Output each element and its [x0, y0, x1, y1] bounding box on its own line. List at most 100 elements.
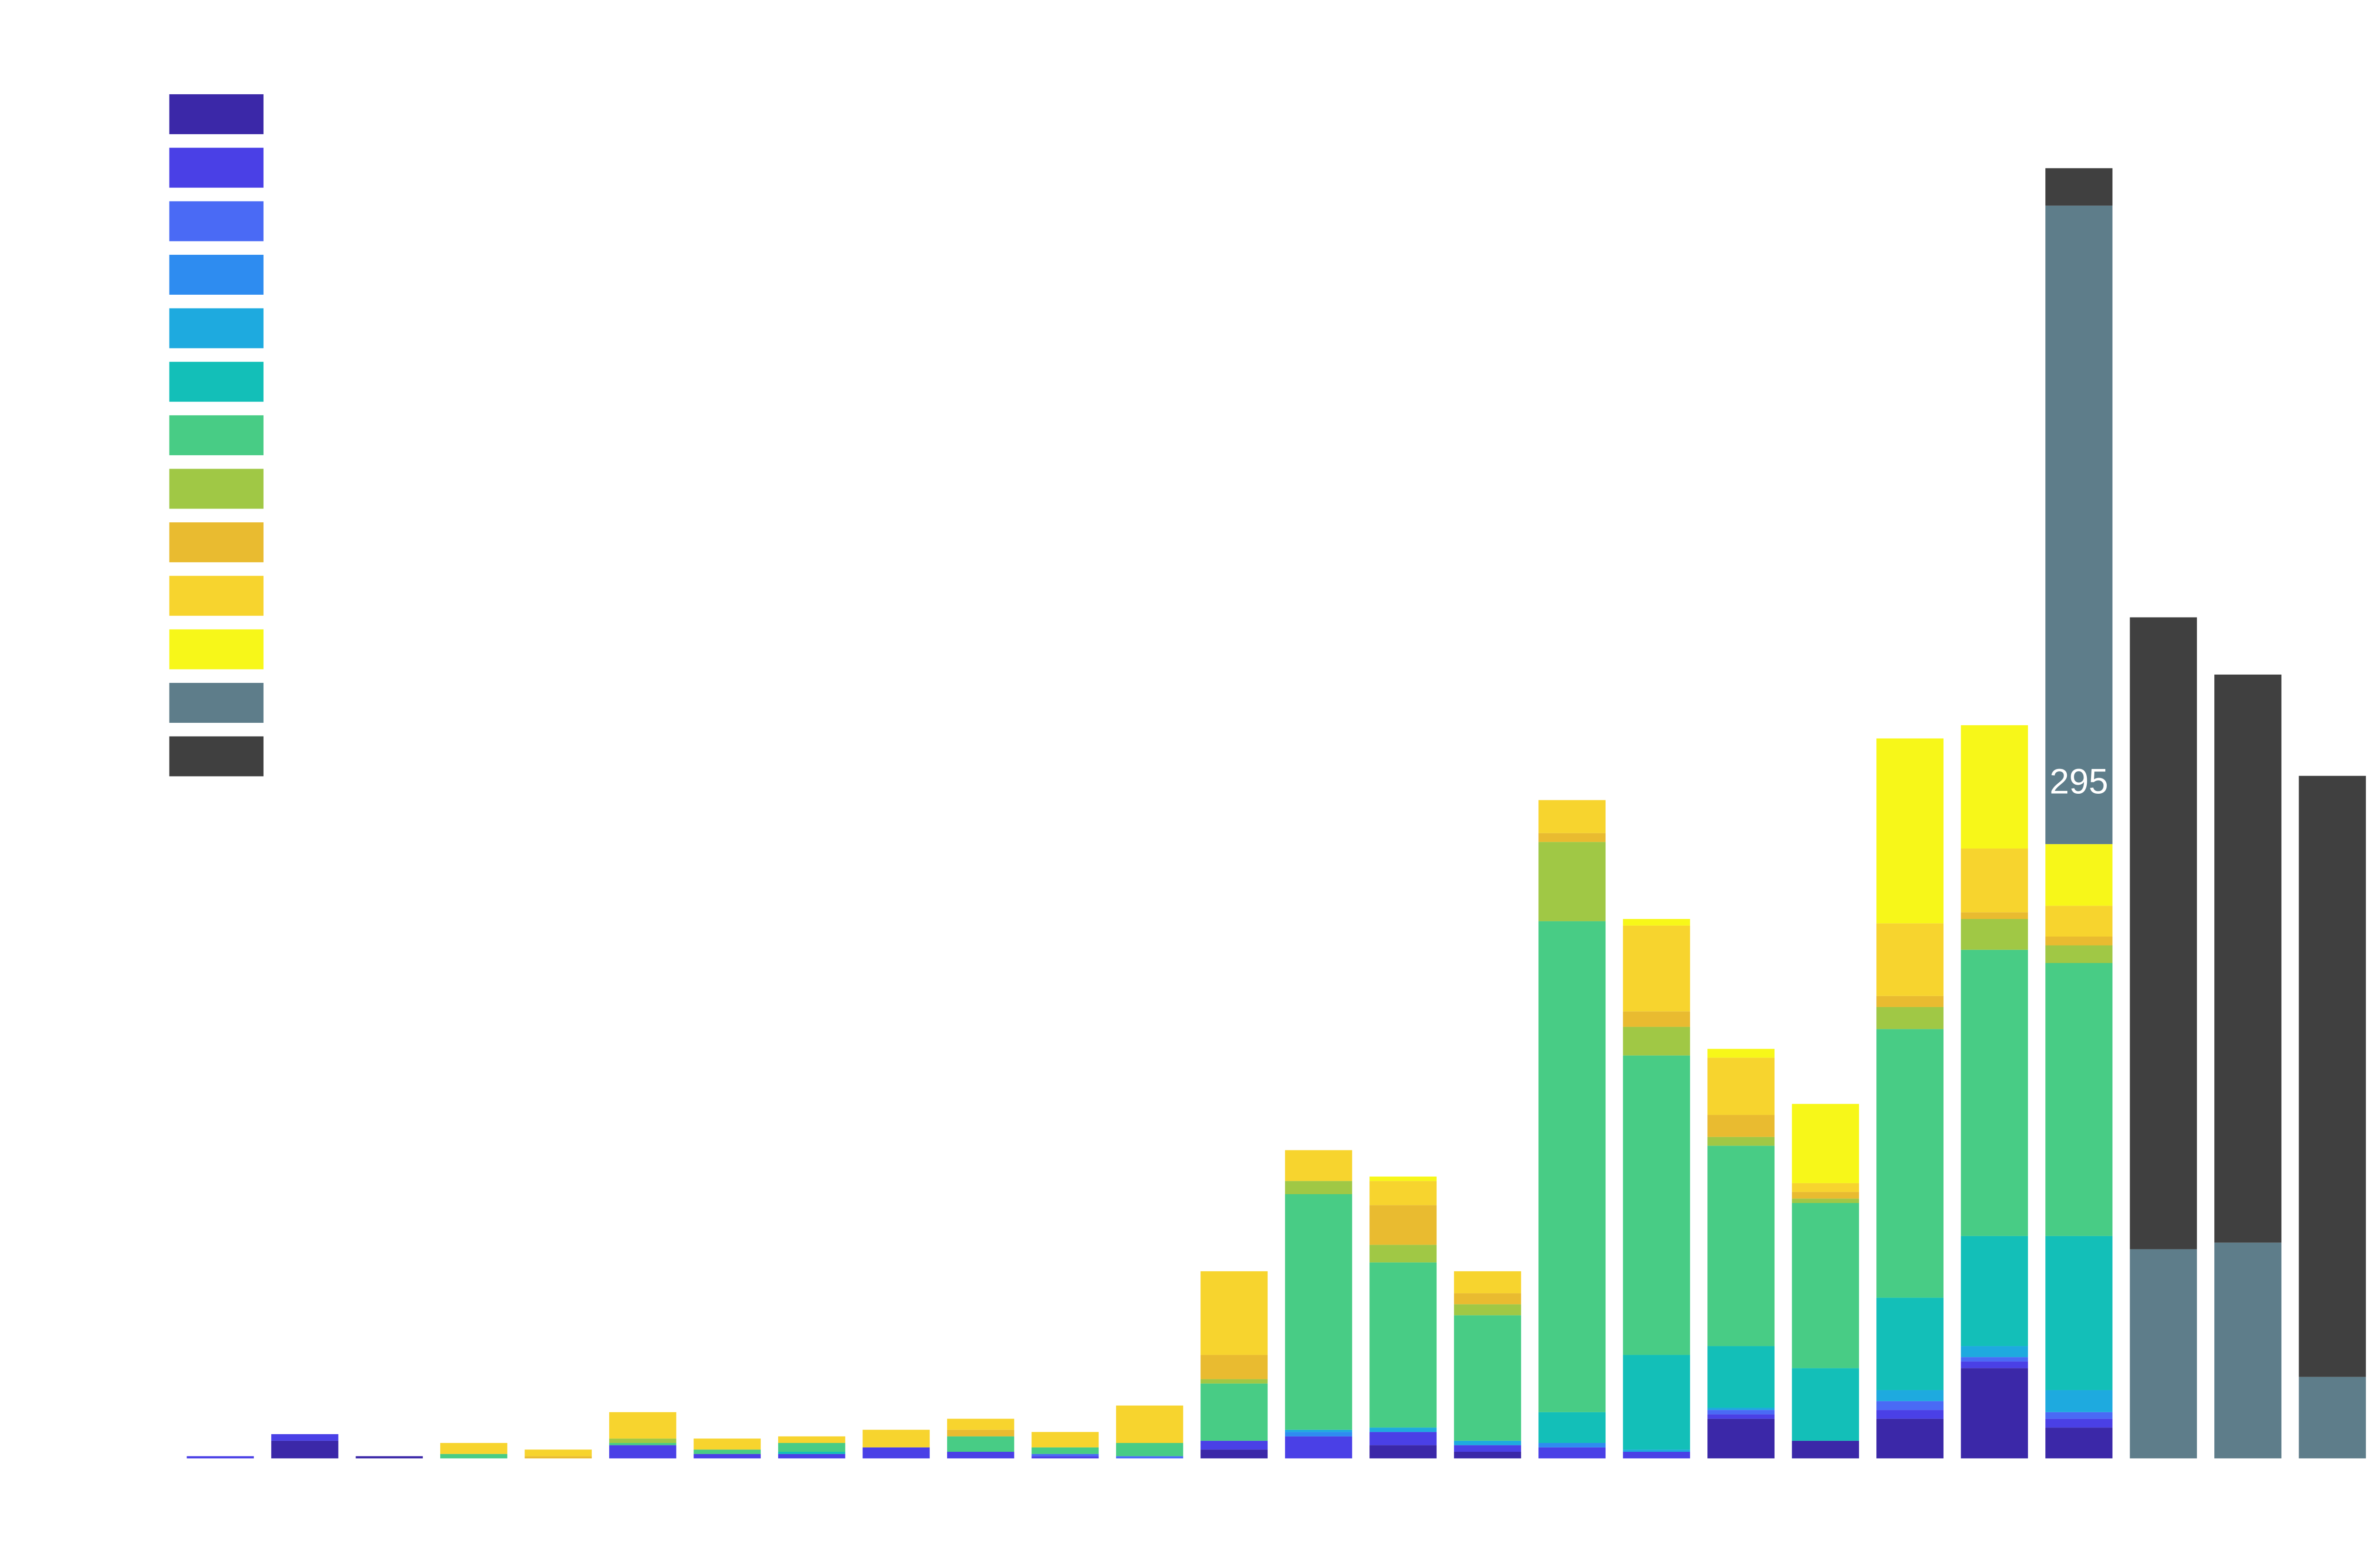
legend-swatch: [169, 361, 264, 402]
bar-segment: [1538, 833, 1606, 842]
bar-segment: [1876, 1029, 1944, 1298]
bar-segment: [2045, 937, 2112, 946]
bar-segment: [1454, 1304, 1521, 1316]
bar-segment: [1707, 1146, 1775, 1347]
bar-segment: [2045, 1418, 2112, 1428]
bar-segment: [1623, 1055, 1690, 1355]
bar-segment: [1538, 842, 1606, 921]
bar-segment: [1285, 1181, 1352, 1195]
bar-segment: [271, 1434, 338, 1441]
bar-segment: [1538, 1443, 1606, 1447]
bar-segment: [694, 1438, 761, 1450]
bar-segment: [778, 1452, 845, 1454]
bar-segment: [778, 1443, 845, 1452]
bar-segment: [694, 1454, 761, 1458]
bar-segment: [1707, 1414, 1775, 1419]
bar-segment: [947, 1429, 1014, 1437]
bar-segment: [1031, 1447, 1099, 1454]
bar-segment: [1961, 1357, 2028, 1362]
bar-segment: [1369, 1205, 1437, 1245]
bar-segment: [1876, 923, 1944, 996]
bar-segment: [2130, 1249, 2197, 1458]
bar-segment: [2045, 1427, 2112, 1458]
bar-segment: [1876, 738, 1944, 924]
legend-swatch: [169, 576, 264, 616]
legend-swatch: [169, 683, 264, 723]
bar-segment: [863, 1429, 930, 1447]
bar-segment: [1876, 1007, 1944, 1029]
bar-segment: [694, 1449, 761, 1454]
bar-segment: [1707, 1407, 1775, 1410]
bar-segment: [2045, 906, 2112, 937]
bar-segment: [187, 1456, 254, 1458]
bar-segment: [1031, 1454, 1099, 1457]
bar-segment: [1200, 1440, 1268, 1450]
bar-segment: [1200, 1379, 1268, 1384]
bar-segment: [1454, 1452, 1521, 1458]
bar-segment: [1116, 1456, 1183, 1458]
bar-segment: [440, 1443, 507, 1454]
legend-swatch: [169, 736, 264, 777]
bar-segment: [1454, 1315, 1521, 1441]
bar-segment: [1876, 1418, 1944, 1458]
bar-segment: [1707, 1048, 1775, 1058]
bar-segment: [947, 1452, 1014, 1458]
bar-segment: [1369, 1445, 1437, 1458]
bar-segment: [1792, 1198, 1859, 1203]
bar-segment: [1369, 1181, 1437, 1206]
bar-segment: [1454, 1293, 1521, 1305]
bar-segment: [1623, 1027, 1690, 1056]
bar-segment: [1876, 1390, 1944, 1401]
legend-swatch: [169, 308, 264, 349]
bar-segment: [1792, 1104, 1859, 1183]
bar-segment: [609, 1412, 676, 1439]
bar-segment: [1200, 1355, 1268, 1379]
legend-swatch: [169, 201, 264, 241]
bar-segment: [1792, 1368, 1859, 1441]
legend-swatch: [169, 255, 264, 295]
bar-segment: [1538, 921, 1606, 1412]
bar-segment: [2045, 1236, 2112, 1390]
bar-segment: [2130, 617, 2197, 1249]
bar-segment: [1623, 919, 1690, 926]
bar-segment: [2214, 1242, 2281, 1458]
bar-segment: [1200, 1449, 1268, 1458]
bar-segment: [2045, 1390, 2112, 1412]
bar-segment: [1876, 1401, 1944, 1410]
bar-segment: [1200, 1271, 1268, 1355]
bar-segment: [1285, 1194, 1352, 1430]
bar-segment: [609, 1438, 676, 1443]
bar-segment: [609, 1445, 676, 1458]
bar-segment: [1707, 1418, 1775, 1458]
bar-segment: [1792, 1440, 1859, 1458]
bar-segment: [2299, 776, 2366, 1377]
bar-segment: [1538, 1412, 1606, 1443]
bar-segment: [863, 1447, 930, 1458]
bar-segment: [356, 1456, 423, 1458]
legend-swatch: [169, 469, 264, 509]
bar-segment: [2045, 168, 2112, 206]
bar-segment: [1961, 912, 2028, 919]
bar-segment: [1285, 1429, 1352, 1432]
bar-segment: [1707, 1346, 1775, 1408]
bar-segment: [1961, 1346, 2028, 1357]
bar-segment: [609, 1443, 676, 1446]
bar-segment: [1285, 1150, 1352, 1181]
bar-segment: [1200, 1383, 1268, 1441]
bar-segment: [947, 1418, 1014, 1430]
legend-swatch: [169, 415, 264, 456]
bar-segment: [1707, 1058, 1775, 1115]
bar-segment: [2045, 963, 2112, 1236]
bar-segment: [1707, 1137, 1775, 1146]
bar-segment: [1623, 1011, 1690, 1027]
bar-segment: [1285, 1436, 1352, 1458]
bar-segment: [1369, 1432, 1437, 1446]
bar-segment: [1876, 1298, 1944, 1390]
bar-segment: [1707, 1115, 1775, 1137]
bar-segment: [271, 1440, 338, 1458]
bar-segment: [1623, 925, 1690, 1012]
bar-segment: [1792, 1203, 1859, 1368]
bar-segment: [1454, 1271, 1521, 1294]
